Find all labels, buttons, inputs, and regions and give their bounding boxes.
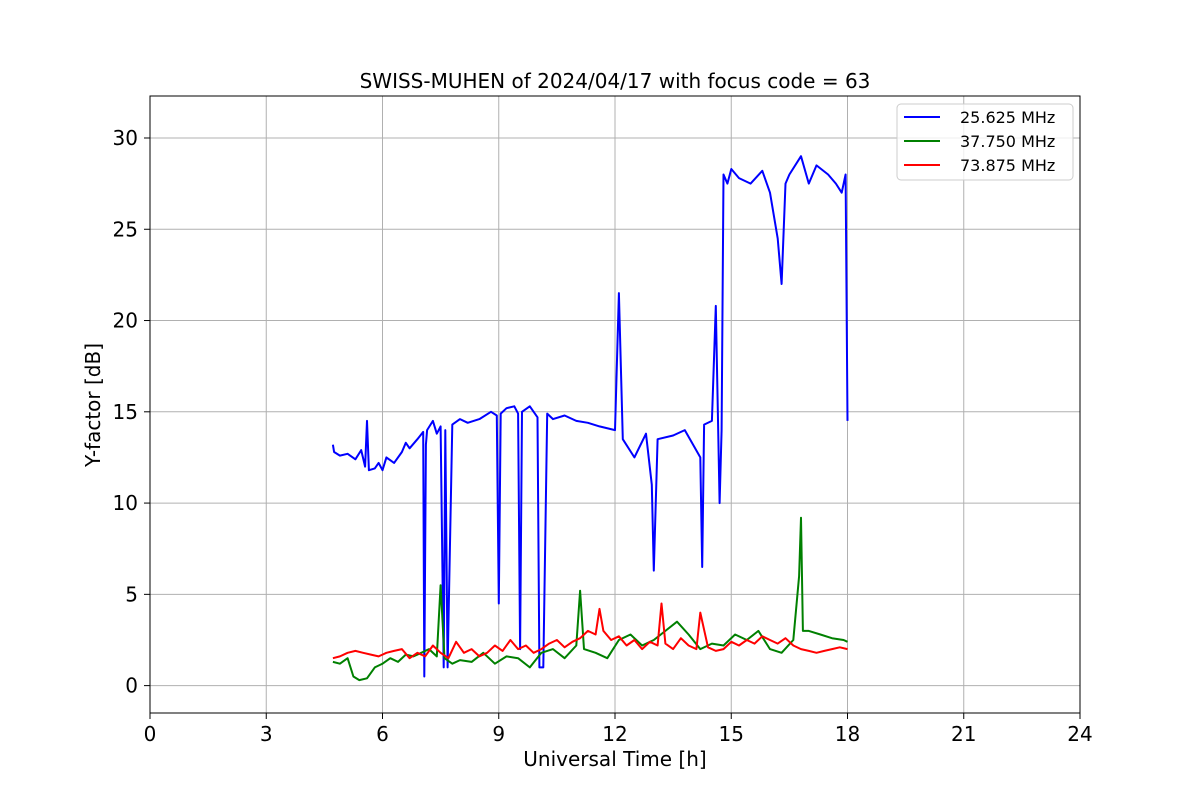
chart-title: SWISS-MUHEN of 2024/04/17 with focus cod…	[360, 69, 871, 93]
x-axis-label: Universal Time [h]	[523, 747, 706, 771]
series-lines	[331, 155, 849, 682]
y-axis-label: Y-factor [dB]	[81, 343, 105, 468]
y-tick-label: 15	[113, 400, 138, 424]
x-tick-label: 9	[492, 722, 505, 746]
x-tick-label: 24	[1067, 722, 1092, 746]
y-tick-label: 25	[113, 217, 138, 241]
legend: 25.625 MHz 37.750 MHz 73.875 MHz	[896, 103, 1074, 181]
x-tick-label: 12	[602, 722, 627, 746]
axis-ticks: 0 3 6 9 12 15 18 21 24 0 5 10 15 20 25 30	[113, 126, 1093, 746]
x-tick-label: 18	[835, 722, 860, 746]
x-tick-label: 6	[376, 722, 389, 746]
y-tick-label: 5	[125, 582, 138, 606]
y-tick-label: 20	[113, 309, 138, 333]
y-tick-label: 30	[113, 126, 138, 150]
legend-label: 37.750 MHz	[960, 132, 1055, 151]
legend-box	[896, 103, 1074, 181]
legend-label: 73.875 MHz	[960, 156, 1055, 175]
series-line-2	[332, 516, 848, 682]
legend-label: 25.625 MHz	[960, 108, 1055, 127]
x-tick-label: 15	[719, 722, 744, 746]
series-line-3	[332, 602, 848, 660]
y-tick-label: 0	[125, 674, 138, 698]
y-tick-label: 10	[113, 491, 138, 515]
x-tick-label: 0	[144, 722, 157, 746]
x-tick-label: 3	[260, 722, 273, 746]
x-tick-label: 21	[951, 722, 976, 746]
series-line-1	[331, 155, 849, 678]
